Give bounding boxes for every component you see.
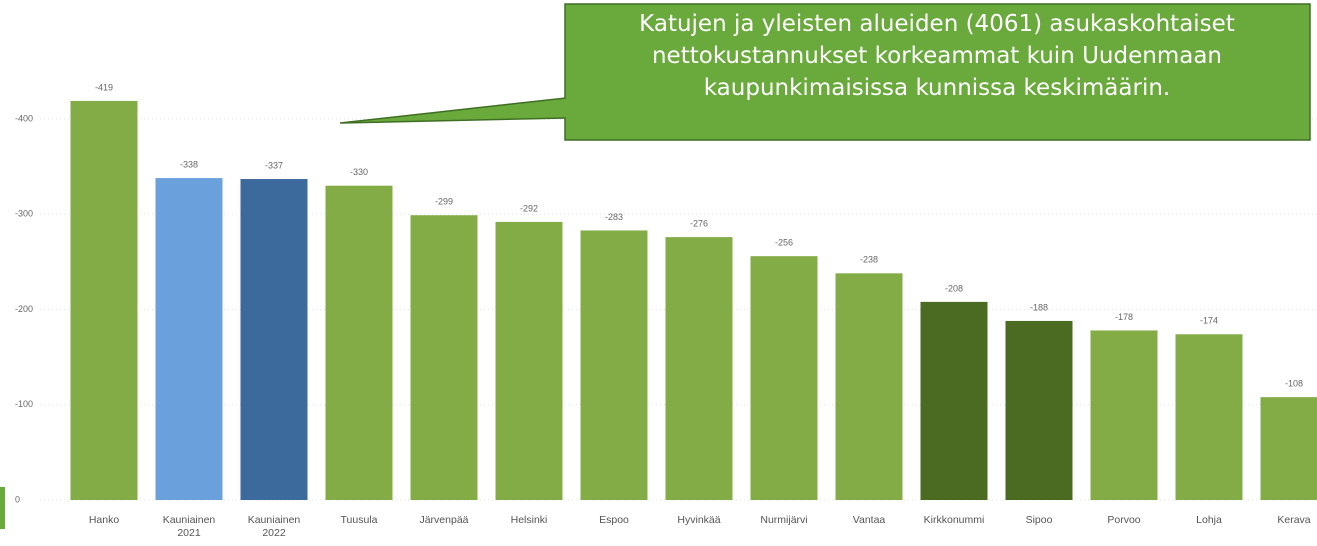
x-tick-label: Tuusula: [340, 514, 378, 526]
bar: [1090, 330, 1158, 500]
x-tick-label: Hanko: [88, 514, 120, 526]
bar: [580, 230, 648, 500]
value-label: -256: [775, 238, 793, 248]
bar: [410, 215, 478, 500]
x-tick-label: Vantaa: [852, 514, 886, 526]
value-label: -337: [265, 160, 283, 170]
value-label: -188: [1030, 302, 1048, 312]
x-tick-label: Nurmijärvi: [760, 514, 808, 526]
decoration: [0, 487, 5, 529]
bar: [1260, 397, 1317, 500]
bar: [70, 100, 138, 500]
callout-line: Katujen ja yleisten alueiden (4061) asuk…: [639, 11, 1235, 37]
value-label: -330: [350, 167, 368, 177]
y-tick-label: -200: [15, 304, 33, 314]
y-tick-label: 0: [15, 494, 20, 504]
value-label: -283: [605, 212, 623, 222]
bar: [920, 301, 988, 500]
value-label: -108: [1285, 379, 1303, 389]
bar: [325, 185, 393, 500]
x-tick-label: Kerava: [1277, 514, 1311, 526]
bar: [1005, 320, 1073, 500]
bar: [750, 256, 818, 500]
x-tick-label: Sipoo: [1025, 514, 1053, 526]
callout-joint: [563, 99, 569, 117]
value-label: -178: [1115, 312, 1133, 322]
value-label: -299: [435, 197, 453, 207]
value-label: -174: [1200, 316, 1218, 326]
bar: [1175, 334, 1243, 500]
y-tick-label: -400: [15, 113, 33, 123]
x-tick-label: Hyvinkää: [677, 514, 721, 526]
y-tick-label: -300: [15, 209, 33, 219]
x-tick-label: Järvenpää: [419, 514, 469, 526]
value-label: -238: [860, 255, 878, 265]
x-tick-label: Helsinki: [510, 514, 548, 526]
bar: [495, 221, 563, 500]
callout-box: [564, 3, 1311, 141]
x-tick-label: Lohja: [1196, 514, 1222, 526]
y-tick-label: -100: [15, 399, 33, 409]
value-label: -419: [95, 82, 113, 92]
x-tick-label: Espoo: [599, 514, 629, 526]
bar: [155, 178, 223, 500]
bar: [665, 237, 733, 500]
bar: [835, 273, 903, 500]
callout-line: kaupunkimaisissa kunnissa keskimäärin.: [703, 75, 1171, 101]
value-label: -338: [180, 159, 198, 169]
bar: [240, 179, 308, 500]
callout-text: Katujen ja yleisten alueiden (4061) asuk…: [566, 8, 1308, 104]
callout-line: nettokustannukset korkeammat kuin Uudenm…: [651, 43, 1222, 69]
value-label: -292: [520, 203, 538, 213]
x-tick-label: Kirkkonummi: [923, 514, 985, 526]
value-label: -276: [690, 219, 708, 229]
x-tick-label: Kauniainen 2021: [162, 514, 216, 539]
x-tick-label: Porvoo: [1107, 514, 1141, 526]
x-tick-label: Kauniainen 2022: [247, 514, 301, 539]
value-label: -208: [945, 283, 963, 293]
callout-pointer: [339, 97, 567, 124]
